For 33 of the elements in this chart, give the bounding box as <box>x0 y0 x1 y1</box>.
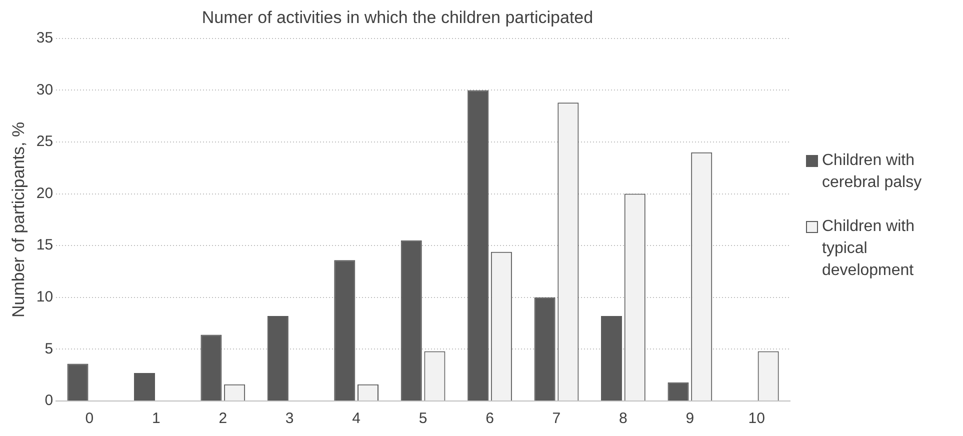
x-tick-label: 3 <box>285 410 294 428</box>
chart-title: Numer of activities in which the children participated <box>202 8 594 27</box>
bar <box>601 316 622 400</box>
bar <box>134 373 155 400</box>
bar <box>468 90 489 400</box>
bar <box>668 382 689 400</box>
legend-label: Children with cerebral palsy <box>822 151 923 193</box>
y-tick-label: 0 <box>44 392 54 410</box>
x-tick-label: 2 <box>218 410 228 428</box>
y-tick-label: 35 <box>36 30 54 47</box>
bar <box>200 334 222 400</box>
x-tick-label: 1 <box>152 410 160 428</box>
legend-label: Children with typical development <box>822 217 916 281</box>
y-tick-label: 20 <box>36 184 54 202</box>
bar <box>267 316 288 400</box>
x-tick-label: 4 <box>352 410 360 428</box>
x-tick-label: 9 <box>686 410 694 428</box>
x-tick-label: 10 <box>748 410 765 428</box>
y-tick-label: 15 <box>36 236 54 254</box>
bar <box>67 364 88 400</box>
y-tick-label: 30 <box>36 81 54 98</box>
bar <box>534 297 556 400</box>
x-tick-label: 6 <box>486 410 494 428</box>
x-tick-label: 8 <box>619 410 628 428</box>
y-tick-label: 5 <box>44 340 54 358</box>
y-tick-label: 10 <box>36 288 54 306</box>
bar <box>334 260 356 400</box>
y-axis-title: Number of participants, % <box>8 122 28 318</box>
bar <box>400 240 422 400</box>
x-tick-label: 0 <box>85 410 94 428</box>
x-tick-label: 7 <box>552 410 561 428</box>
y-tick-label: 25 <box>36 133 54 150</box>
x-tick-label: 5 <box>418 410 428 428</box>
